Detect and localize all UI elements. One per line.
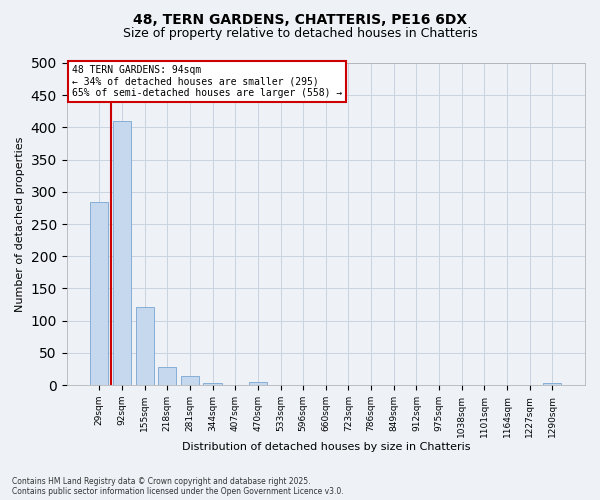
Text: Size of property relative to detached houses in Chatteris: Size of property relative to detached ho…: [122, 28, 478, 40]
Bar: [113, 121, 131, 385]
Text: 48, TERN GARDENS, CHATTERIS, PE16 6DX: 48, TERN GARDENS, CHATTERIS, PE16 6DX: [133, 12, 467, 26]
Bar: [203, 383, 221, 385]
Text: 48 TERN GARDENS: 94sqm
← 34% of detached houses are smaller (295)
65% of semi-de: 48 TERN GARDENS: 94sqm ← 34% of detached…: [72, 64, 342, 98]
Y-axis label: Number of detached properties: Number of detached properties: [15, 136, 25, 312]
Text: Contains HM Land Registry data © Crown copyright and database right 2025.
Contai: Contains HM Land Registry data © Crown c…: [12, 476, 344, 496]
Bar: [136, 306, 154, 385]
Bar: [249, 382, 267, 385]
X-axis label: Distribution of detached houses by size in Chatteris: Distribution of detached houses by size …: [182, 442, 470, 452]
Bar: [181, 376, 199, 385]
Bar: [90, 202, 109, 385]
Bar: [158, 367, 176, 385]
Bar: [544, 382, 562, 385]
